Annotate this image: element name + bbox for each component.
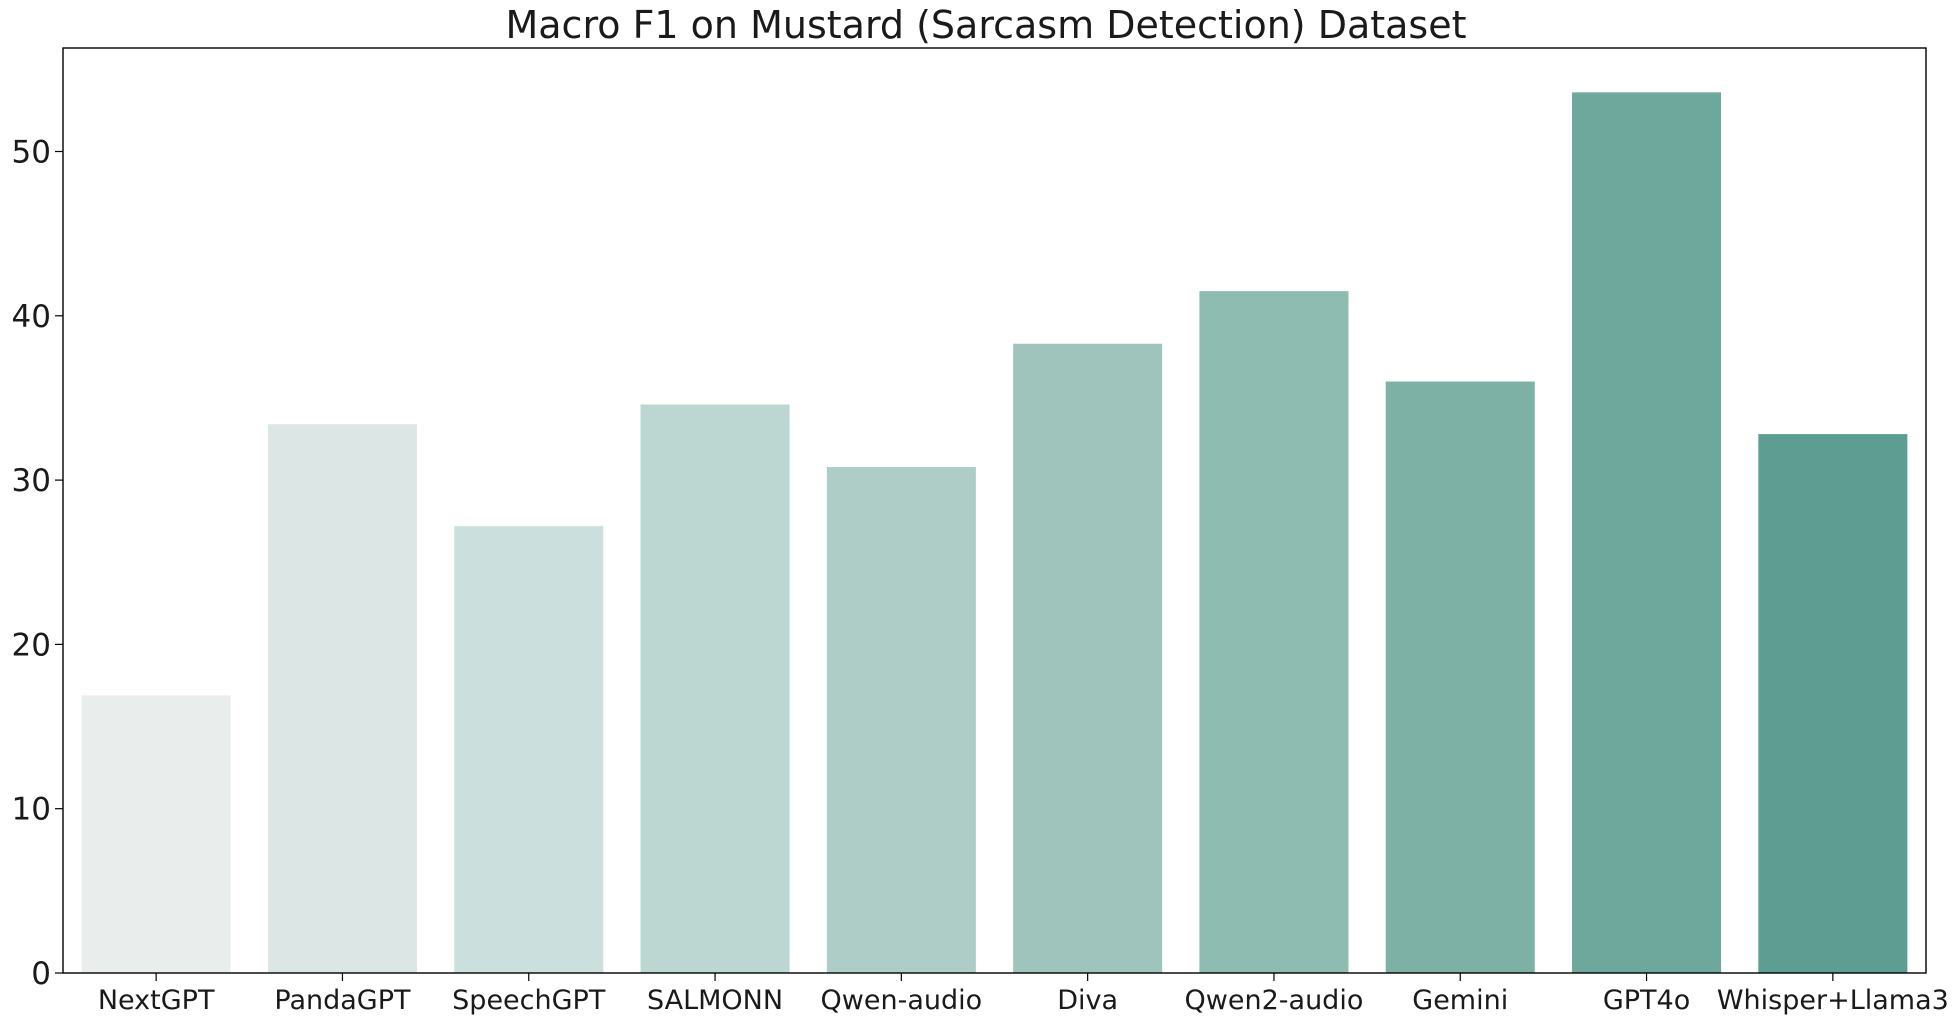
bar-salmonn	[640, 404, 790, 973]
bar-speechgpt	[454, 526, 604, 973]
bar-whisper-llama3	[1758, 434, 1908, 974]
bar-gpt4o	[1572, 92, 1722, 974]
x-tick-label: SALMONN	[647, 985, 783, 1016]
chart-title: Macro F1 on Mustard (Sarcasm Detection) …	[505, 3, 1466, 47]
y-axis: 0 10 20 30 40 50	[12, 135, 63, 992]
bar-pandagpt	[267, 424, 417, 973]
x-tick-label: NextGPT	[98, 985, 215, 1016]
x-tick-label: Diva	[1057, 985, 1118, 1016]
y-tick-label: 20	[12, 627, 51, 663]
y-tick-label: 10	[12, 792, 51, 828]
bars-layer	[81, 92, 1908, 974]
y-tick-label: 50	[12, 135, 51, 171]
x-tick-label: PandaGPT	[274, 985, 411, 1016]
x-axis: NextGPT PandaGPT SpeechGPT SALMONN Qwen-audi…	[98, 973, 1949, 1016]
plot-frame	[62, 47, 1927, 974]
x-tick-label: Whisper+Llama3	[1717, 985, 1949, 1016]
bar-gemini	[1385, 381, 1535, 973]
y-tick-label: 30	[12, 463, 51, 499]
y-tick-label: 0	[31, 956, 51, 992]
y-tick-label: 40	[12, 299, 51, 335]
x-tick-label: Qwen2-audio	[1185, 985, 1364, 1016]
x-tick-label: Gemini	[1412, 985, 1508, 1016]
bar-qwen-audio	[826, 466, 976, 973]
x-tick-label: GPT4o	[1603, 985, 1690, 1016]
bar-diva	[1013, 343, 1163, 973]
bar-nextgpt	[81, 695, 231, 973]
x-tick-label: SpeechGPT	[452, 985, 606, 1016]
x-tick-label: Qwen-audio	[821, 985, 983, 1016]
bar-qwen2-audio	[1199, 291, 1349, 973]
